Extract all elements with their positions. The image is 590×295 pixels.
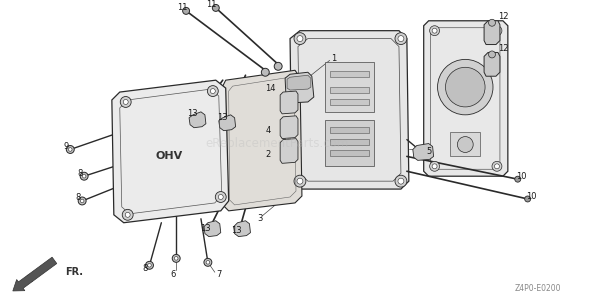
Circle shape: [204, 258, 212, 266]
Text: 8: 8: [143, 264, 148, 273]
Circle shape: [297, 178, 303, 184]
Text: 11: 11: [177, 4, 188, 12]
Polygon shape: [287, 75, 311, 90]
Polygon shape: [280, 91, 298, 114]
Polygon shape: [413, 144, 434, 160]
Circle shape: [206, 260, 209, 264]
Text: 6: 6: [171, 270, 176, 279]
Polygon shape: [330, 150, 369, 156]
Circle shape: [208, 86, 218, 96]
Polygon shape: [219, 115, 235, 131]
Polygon shape: [330, 71, 369, 77]
Circle shape: [294, 33, 306, 45]
Circle shape: [395, 175, 407, 187]
Circle shape: [525, 196, 530, 202]
Circle shape: [430, 161, 440, 171]
Polygon shape: [330, 127, 369, 133]
Circle shape: [297, 36, 303, 42]
Text: FR.: FR.: [65, 267, 83, 277]
Text: 14: 14: [265, 83, 276, 93]
Circle shape: [175, 257, 178, 260]
Text: 8: 8: [77, 169, 83, 178]
Text: 7: 7: [216, 270, 221, 279]
Circle shape: [261, 68, 269, 76]
Text: 1: 1: [331, 54, 336, 63]
Polygon shape: [330, 99, 369, 105]
Text: 10: 10: [526, 193, 537, 201]
Circle shape: [398, 36, 404, 42]
Circle shape: [183, 7, 189, 14]
Circle shape: [80, 172, 88, 180]
Polygon shape: [450, 132, 480, 156]
Polygon shape: [324, 120, 374, 166]
Text: 13: 13: [231, 226, 242, 235]
Circle shape: [492, 26, 502, 36]
Circle shape: [489, 19, 496, 26]
Circle shape: [218, 194, 223, 199]
Polygon shape: [223, 70, 302, 211]
Circle shape: [457, 137, 473, 153]
Polygon shape: [424, 21, 508, 176]
Text: OHV: OHV: [156, 151, 183, 161]
Circle shape: [438, 59, 493, 115]
Circle shape: [492, 161, 502, 171]
Text: eReplacementParts.com: eReplacementParts.com: [206, 137, 349, 150]
Circle shape: [494, 164, 499, 169]
Circle shape: [430, 26, 440, 36]
Polygon shape: [189, 112, 206, 128]
Text: 9: 9: [64, 142, 69, 151]
Text: 13: 13: [186, 109, 198, 118]
Circle shape: [215, 191, 226, 202]
Text: 12: 12: [497, 12, 508, 21]
Circle shape: [123, 99, 128, 104]
Text: 11: 11: [205, 0, 216, 9]
Polygon shape: [484, 21, 500, 45]
Circle shape: [494, 28, 499, 33]
Polygon shape: [280, 116, 298, 139]
Circle shape: [83, 174, 86, 178]
Circle shape: [172, 254, 180, 262]
Text: 13: 13: [199, 224, 210, 233]
Circle shape: [125, 212, 130, 217]
Circle shape: [294, 175, 306, 187]
Polygon shape: [324, 62, 374, 112]
Text: 2: 2: [266, 150, 271, 159]
Circle shape: [78, 197, 86, 205]
Circle shape: [274, 62, 282, 70]
Circle shape: [148, 263, 151, 267]
Polygon shape: [280, 139, 298, 163]
Circle shape: [432, 28, 437, 33]
Circle shape: [398, 178, 404, 184]
Text: 4: 4: [266, 126, 271, 135]
Text: 8: 8: [76, 194, 81, 202]
Polygon shape: [330, 139, 369, 145]
Circle shape: [212, 4, 219, 12]
Circle shape: [514, 176, 521, 182]
Circle shape: [80, 199, 84, 203]
Text: 5: 5: [426, 147, 431, 156]
Circle shape: [120, 96, 131, 107]
Circle shape: [122, 209, 133, 220]
Text: 10: 10: [516, 172, 527, 181]
Text: 3: 3: [258, 214, 263, 223]
Circle shape: [489, 51, 496, 58]
Polygon shape: [112, 80, 229, 223]
Circle shape: [146, 261, 153, 269]
Polygon shape: [204, 221, 221, 237]
Text: Z4P0-E0200: Z4P0-E0200: [514, 283, 560, 293]
Circle shape: [68, 148, 72, 151]
Polygon shape: [484, 53, 500, 76]
Circle shape: [66, 145, 74, 153]
Circle shape: [432, 164, 437, 169]
Circle shape: [211, 88, 215, 94]
Polygon shape: [290, 31, 409, 189]
FancyArrow shape: [13, 257, 57, 291]
Text: 13: 13: [218, 113, 228, 122]
Text: 12: 12: [497, 44, 508, 53]
Polygon shape: [285, 72, 314, 103]
Polygon shape: [234, 221, 250, 237]
Circle shape: [445, 67, 485, 107]
Circle shape: [395, 33, 407, 45]
Polygon shape: [330, 87, 369, 93]
